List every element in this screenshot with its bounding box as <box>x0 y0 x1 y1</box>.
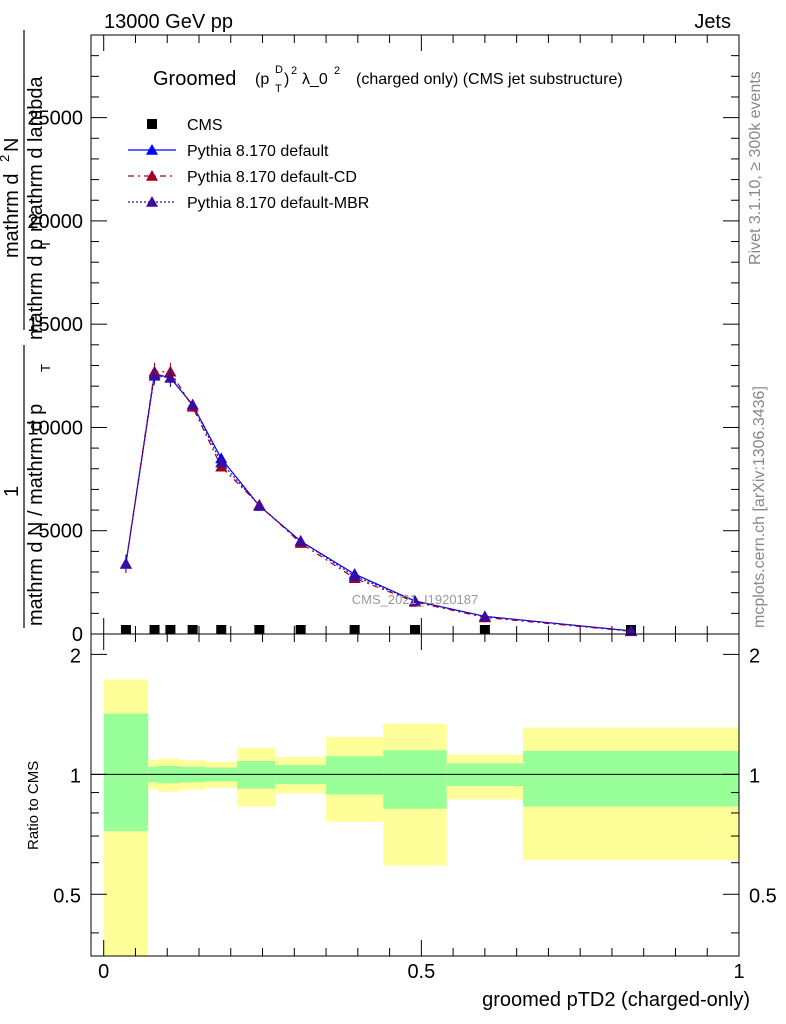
series-point-3 <box>294 535 307 546</box>
series-point-3 <box>409 594 421 606</box>
series-point-3 <box>215 456 228 468</box>
ratio-ytick-label-right: 1 <box>749 765 760 787</box>
ylabel-denominator-1: mathrm d p <box>25 239 47 340</box>
ratio-xtick-label: 1 <box>733 961 744 983</box>
legend-label: Pythia 8.170 default-CD <box>187 169 357 186</box>
ratio-inner-band <box>523 750 739 807</box>
ratio-ytick-label-right: 0.5 <box>749 885 777 907</box>
title-p: (p <box>255 71 269 88</box>
main-ylabel: mathrm d 2 N mathrm d p T mathrm d lambd… <box>0 30 53 628</box>
ratio-ytick-label: 1 <box>70 765 81 787</box>
series-point-3 <box>119 557 132 569</box>
ylabel-denominator-2: mathrm d lambda <box>25 76 47 232</box>
main-ytick-label: 0 <box>72 624 83 646</box>
ylabel-prefactor-sub: T <box>38 364 53 372</box>
series-point-3 <box>348 570 361 581</box>
cms-data-point <box>349 625 360 634</box>
cms-data-point <box>254 625 265 634</box>
legend-marker <box>146 196 158 207</box>
series-point-3 <box>625 624 637 636</box>
main-ytick-label: 25000 <box>27 108 83 130</box>
cms-data-point <box>479 625 490 634</box>
series-point-3 <box>148 369 161 381</box>
title-sup-lambda: 2 <box>334 65 340 77</box>
ylabel-numerator-sup: 2 <box>0 155 12 162</box>
series-line-3 <box>125 375 632 632</box>
title-sub-t: T <box>275 83 282 95</box>
ratio-ylabel: Ratio to CMS <box>25 761 42 850</box>
legend: CMS Pythia 8.170 default Pythia 8.170 defa… <box>128 117 369 212</box>
series-point-3 <box>478 610 491 622</box>
main-ytick-label: 15000 <box>27 314 83 336</box>
cms-data-point <box>216 625 227 634</box>
main-ytick-label: 20000 <box>27 211 83 233</box>
ratio-ytick-label: 0.5 <box>53 885 81 907</box>
cms-data-point <box>165 625 176 634</box>
cms-data-point <box>120 625 131 634</box>
legend-marker <box>146 144 158 155</box>
title-close: ) <box>284 71 289 88</box>
legend-label: CMS <box>187 117 223 134</box>
ratio-inner-band <box>383 750 447 809</box>
legend-marker-cms <box>147 119 157 129</box>
main-panel: 0 5000 10000 15000 20000 25000 <box>27 34 740 646</box>
main-ytick-label: 5000 <box>39 521 84 543</box>
mcplots-label: mcplots.cern.ch [arXiv:1306.3436] <box>751 386 768 628</box>
series-point-3 <box>186 398 199 410</box>
ratio-ytick-label: 2 <box>70 645 81 667</box>
legend-label: Pythia 8.170 default <box>187 143 329 160</box>
ratio-panel: 0.5 0.5 1 1 2 2 0 0.5 1 <box>53 633 777 983</box>
main-series-group <box>119 362 637 637</box>
legend-marker <box>146 170 158 181</box>
title-lambda: λ_0 <box>302 71 328 88</box>
legend-label: Pythia 8.170 default-MBR <box>187 195 369 212</box>
cms-data-point <box>149 625 160 634</box>
series-point-3 <box>164 371 177 383</box>
ylabel-denominator-sub: T <box>38 240 53 248</box>
ylabel-numerator-1: mathrm d <box>1 174 23 258</box>
title-sup-d: D <box>275 64 283 76</box>
main-ytick-label: 10000 <box>27 417 83 439</box>
main-axis-ticks: 0 5000 10000 15000 20000 25000 <box>27 35 740 646</box>
xlabel: groomed pTD2 (charged-only) <box>482 989 750 1011</box>
ratio-bands <box>103 679 739 956</box>
title-prefix: Groomed <box>153 68 236 90</box>
plot-title: Groomed (p D T ) 2 λ_0 2 (charged only) … <box>153 64 623 95</box>
title-suffix: (charged only) (CMS jet substructure) <box>356 71 623 88</box>
cms-data-point <box>410 625 420 634</box>
energy-label: 13000 GeV pp <box>104 11 233 33</box>
ratio-xtick-label: 0 <box>98 961 109 983</box>
cms-data-point <box>187 625 198 634</box>
rivet-version-label: Rivet 3.1.10, ≥ 300k events <box>747 71 764 265</box>
analysis-watermark: CMS_2021_I1920187 <box>352 592 479 607</box>
ratio-frame <box>90 633 740 957</box>
ylabel-prefactor-den: mathrm d N / mathrm d p <box>25 404 47 626</box>
ratio-inner-band <box>326 756 384 795</box>
ratio-xtick-label: 0.5 <box>407 961 435 983</box>
cms-data-point <box>295 625 306 634</box>
jets-label: Jets <box>694 11 731 33</box>
ratio-ytick-label-right: 2 <box>749 645 760 667</box>
ylabel-numerator-2: N <box>1 138 23 152</box>
ratio-axis-ticks: 0.5 0.5 1 1 2 2 0 0.5 1 <box>53 634 777 983</box>
ratio-inner-band <box>103 713 149 832</box>
title-sup-2: 2 <box>291 65 297 77</box>
ylabel-prefactor-one: 1 <box>1 486 23 497</box>
ratio-inner-band <box>237 761 276 789</box>
series-point-3 <box>253 499 266 511</box>
